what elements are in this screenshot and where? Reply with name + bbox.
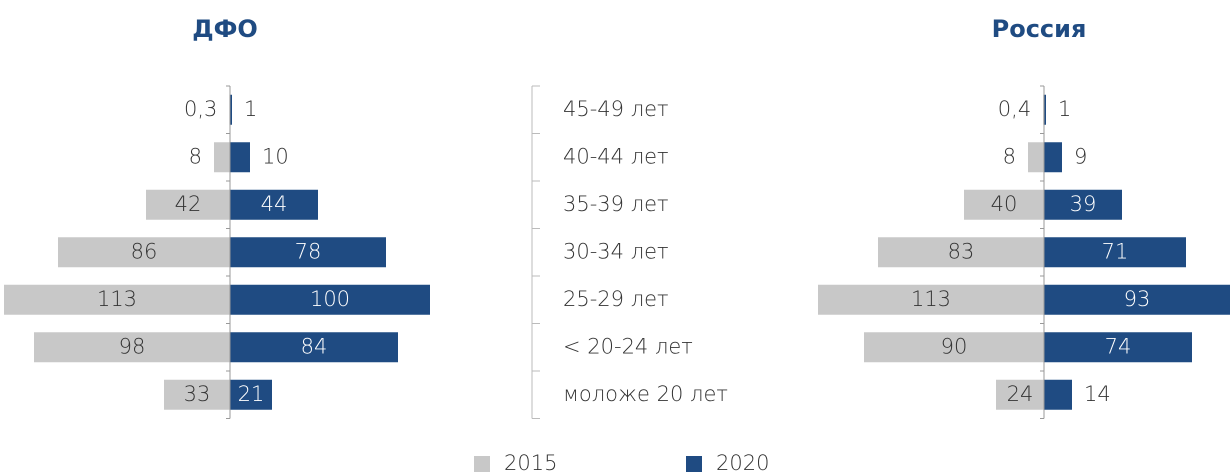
- bar: [878, 237, 1044, 268]
- legend-swatch: [686, 456, 702, 472]
- data-label: 0,3: [184, 97, 217, 121]
- data-label: 83: [948, 239, 975, 263]
- data-label: 78: [295, 239, 322, 263]
- chart-title: ДФО: [192, 15, 258, 43]
- category-label: 45-49 лет: [563, 97, 669, 121]
- category-label: моложе 20 лет: [563, 382, 728, 406]
- bar: [996, 379, 1044, 410]
- bar: [818, 284, 1044, 315]
- data-label: 113: [97, 287, 137, 311]
- data-label: 10: [262, 144, 289, 168]
- data-label: 40: [991, 192, 1018, 216]
- bar: [1044, 237, 1186, 268]
- data-label: 14: [1084, 382, 1111, 406]
- bar: [214, 142, 230, 173]
- legend-swatch: [474, 456, 490, 472]
- data-label: 98: [119, 334, 146, 358]
- data-label: 44: [261, 192, 288, 216]
- bar: [1044, 332, 1192, 363]
- bar: [1044, 284, 1230, 315]
- bar: [1028, 142, 1044, 173]
- bar: [864, 332, 1044, 363]
- category-label: 35-39 лет: [563, 192, 669, 216]
- bar: [230, 332, 398, 363]
- bar: [4, 284, 230, 315]
- data-label: 86: [131, 239, 158, 263]
- data-label: 21: [238, 382, 265, 406]
- bar: [1044, 379, 1072, 410]
- data-label: 74: [1105, 334, 1132, 358]
- legend-label: 2015: [504, 451, 557, 474]
- data-label: 24: [1007, 382, 1034, 406]
- category-label: < 20-24 лет: [563, 334, 693, 358]
- bar: [964, 189, 1044, 220]
- bar: [230, 189, 318, 220]
- data-label: 0,4: [998, 97, 1031, 121]
- data-label: 8: [189, 144, 202, 168]
- data-label: 84: [301, 334, 328, 358]
- bar: [230, 142, 250, 173]
- chart-title: Россия: [992, 15, 1087, 43]
- data-label: 9: [1074, 144, 1087, 168]
- bar: [230, 379, 272, 410]
- bar: [146, 189, 230, 220]
- data-label: 100: [310, 287, 350, 311]
- bar: [1044, 94, 1046, 125]
- legend-label: 2020: [716, 451, 769, 474]
- category-label: 30-34 лет: [563, 239, 669, 263]
- data-label: 33: [184, 382, 211, 406]
- data-label: 1: [1058, 97, 1071, 121]
- bar: [1044, 189, 1122, 220]
- bar: [230, 237, 386, 268]
- category-label: 25-29 лет: [563, 287, 669, 311]
- data-label: 90: [941, 334, 968, 358]
- bar: [1044, 142, 1062, 173]
- data-label: 113: [911, 287, 951, 311]
- data-label: 93: [1124, 287, 1151, 311]
- category-label: 40-44 лет: [563, 144, 669, 168]
- bar: [164, 379, 230, 410]
- data-label: 1: [244, 97, 257, 121]
- data-label: 8: [1003, 144, 1016, 168]
- data-label: 71: [1102, 239, 1129, 263]
- bar: [230, 284, 430, 315]
- data-label: 42: [175, 192, 202, 216]
- data-label: 39: [1070, 192, 1097, 216]
- bar: [34, 332, 230, 363]
- bar: [58, 237, 230, 268]
- bar: [230, 94, 232, 125]
